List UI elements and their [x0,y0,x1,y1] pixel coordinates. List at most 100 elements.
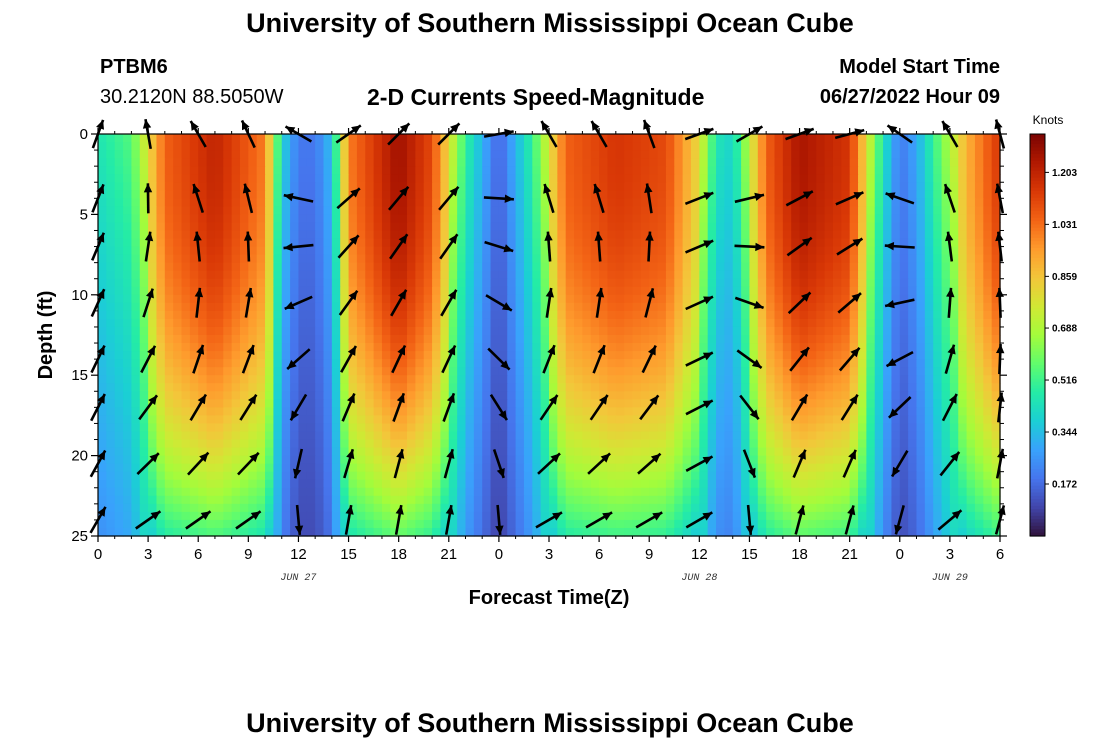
heatmap-cell [665,335,675,344]
heatmap-cell [448,206,458,215]
heatmap-cell [908,262,918,272]
heatmap-cell [949,286,959,296]
heatmap-cell [941,439,951,449]
heatmap-cell [682,262,692,272]
heatmap-cell [490,214,500,224]
heatmap-cell [106,391,116,400]
heatmap-cell [331,455,341,465]
heatmap-cell [615,302,625,312]
heatmap-cell [239,238,249,248]
heatmap-cell [649,335,659,344]
heatmap-cell [732,302,742,312]
heatmap-cell [799,246,809,256]
heatmap-cell [123,278,133,288]
heatmap-cell [356,439,366,449]
heatmap-cell [690,479,700,489]
heatmap-cell [774,415,784,425]
heatmap-cell [106,383,116,392]
heatmap-cell [716,150,725,159]
heatmap-cell [707,134,717,143]
heatmap-cell [348,182,358,191]
heatmap-cell [557,439,567,449]
heatmap-cell [223,399,233,408]
heatmap-cell [340,142,350,151]
heatmap-cell [883,134,893,143]
heatmap-cell [732,431,742,441]
heatmap-cell [139,487,149,497]
heatmap-cell [398,270,408,280]
heatmap-cell [549,310,558,320]
heatmap-cell [565,134,575,143]
heatmap-cell [181,278,191,288]
heatmap-cell [114,431,124,441]
heatmap-cell [365,455,375,465]
heatmap-cell [674,495,684,505]
heatmap-cell [549,431,558,441]
heatmap-cell [858,302,867,312]
heatmap-cell [507,383,517,392]
heatmap-cell [373,495,383,505]
heatmap-cell [607,294,617,304]
heatmap-cell [239,166,249,175]
heatmap-cell [624,142,634,151]
heatmap-cell [231,471,241,481]
heatmap-cell [699,182,709,191]
heatmap-cell [941,198,951,207]
heatmap-cell [657,375,667,384]
heatmap-cell [281,222,291,232]
heatmap-cell [206,150,216,159]
heatmap-cell [231,150,241,159]
heatmap-cell [148,367,158,376]
heatmap-cell [290,182,300,191]
heatmap-cell [114,335,124,344]
heatmap-cell [515,166,525,175]
heatmap-cell [574,190,584,199]
heatmap-cell [991,310,1001,320]
heatmap-cell [139,343,149,352]
heatmap-cell [223,278,233,288]
heatmap-cell [189,487,199,497]
heatmap-cell [916,278,926,288]
heatmap-cell [716,431,725,441]
heatmap-cell [732,238,742,248]
heatmap-cell [824,326,834,336]
heatmap-cell [540,142,550,151]
heatmap-cell [607,262,617,272]
heatmap-cell [649,487,659,497]
heatmap-cell [373,214,383,224]
heatmap-cell [540,343,550,352]
heatmap-cell [816,351,826,360]
heatmap-cell [724,375,734,384]
heatmap-cell [156,238,166,248]
heatmap-cell [482,495,492,505]
heatmap-cell [340,439,350,449]
heatmap-cell [824,439,834,449]
heatmap-cell [958,286,968,296]
heatmap-cell [189,142,199,151]
heatmap-cell [490,383,500,392]
heatmap-cell [306,367,316,376]
heatmap-cell [365,487,375,497]
heatmap-cell [298,214,308,224]
heatmap-cell [557,407,567,416]
heatmap-cell [390,166,400,175]
heatmap-cell [273,391,283,400]
heatmap-cell [164,246,174,256]
heatmap-cell [315,214,325,224]
heatmap-cell [181,214,191,224]
heatmap-cell [958,367,968,376]
heatmap-cell [298,254,308,264]
heatmap-cell [724,455,734,465]
heatmap-cell [315,302,325,312]
heatmap-cell [908,431,918,441]
heatmap-cell [323,343,333,352]
heatmap-cell [590,471,600,481]
heatmap-cell [515,463,525,473]
heatmap-cell [749,302,759,312]
heatmap-cell [356,343,366,352]
heatmap-cell [866,278,876,288]
heatmap-cell [741,463,751,473]
heatmap-cell [866,383,876,392]
heatmap-cell [265,294,274,304]
heatmap-cell [206,415,216,425]
